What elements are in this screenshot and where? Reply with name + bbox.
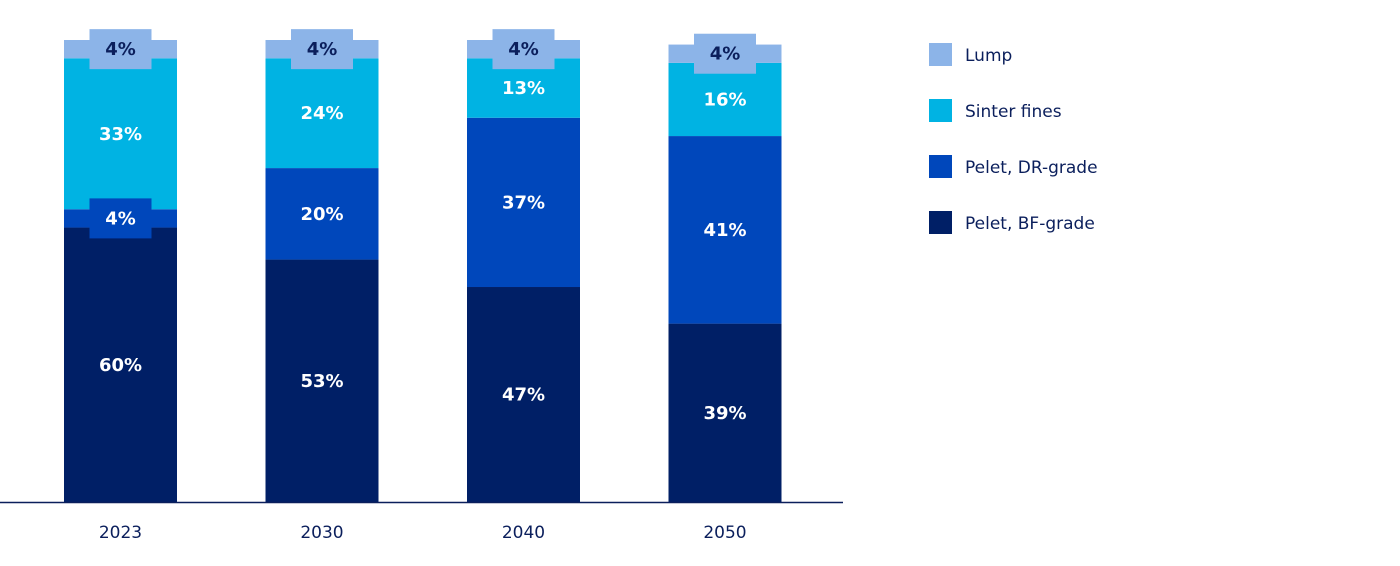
bar-segment	[668, 136, 782, 324]
bar-segment	[265, 58, 379, 169]
value-label: 47%	[502, 385, 545, 406]
x-tick-label: 2030	[300, 523, 343, 543]
bars-group	[64, 40, 782, 502]
legend-label: Sinter fines	[965, 102, 1062, 122]
value-label: 60%	[99, 355, 142, 376]
value-label: 13%	[502, 78, 545, 99]
value-label: 4%	[307, 39, 338, 60]
value-label: 4%	[710, 44, 741, 65]
bar-segment	[64, 227, 177, 502]
legend-swatch	[929, 99, 952, 122]
value-label: 37%	[502, 192, 545, 213]
x-tick-label: 2023	[99, 523, 142, 543]
bar-segment	[467, 287, 580, 502]
value-label: 4%	[105, 208, 136, 229]
legend-label: Pelet, BF-grade	[965, 214, 1095, 234]
bar-segment	[467, 117, 580, 288]
value-label: 41%	[703, 220, 746, 241]
bar-segment	[265, 168, 379, 260]
legend-swatch	[929, 155, 952, 178]
legend-label: Lump	[965, 46, 1012, 66]
value-label: 16%	[703, 89, 746, 110]
bar-segment	[64, 58, 177, 210]
bar-segment	[668, 323, 782, 502]
value-label: 33%	[99, 124, 142, 145]
legend-swatch	[929, 211, 952, 234]
value-label: 53%	[300, 371, 343, 392]
bar-segment	[668, 62, 782, 137]
legend-label: Pelet, DR-grade	[965, 158, 1098, 178]
value-label-tab	[694, 33, 756, 74]
value-label: 20%	[300, 204, 343, 225]
value-label: 39%	[703, 403, 746, 424]
value-label: 24%	[300, 103, 343, 124]
value-label-tab	[89, 198, 152, 239]
bar-segment	[265, 259, 379, 502]
x-tick-labels-group: 2023 2030 2040 2050	[99, 523, 747, 543]
value-label: 4%	[508, 39, 539, 60]
x-tick-label: 2040	[502, 523, 545, 543]
value-label-tab	[89, 29, 152, 70]
value-label-tab	[291, 29, 353, 70]
value-label: 4%	[105, 39, 136, 60]
x-tick-label: 2050	[703, 523, 746, 543]
legend: Lump Sinter fines Pelet, DR-grade Pelet, BF…	[929, 43, 1098, 234]
legend-swatch	[929, 43, 952, 66]
value-labels-group: 60% 4% 33% 4% 53% 20% 24% 4% 47% 37% 13% 4% 39% 41% 16…	[89, 29, 756, 424]
value-label-tab	[492, 29, 555, 70]
